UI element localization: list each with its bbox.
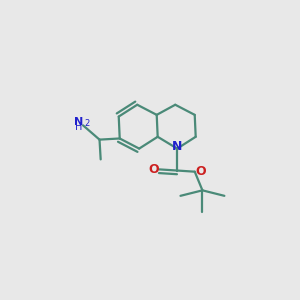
Text: 2: 2 bbox=[85, 119, 90, 128]
Text: O: O bbox=[148, 163, 159, 176]
Text: H: H bbox=[75, 122, 82, 131]
Text: O: O bbox=[195, 165, 206, 178]
Text: N: N bbox=[172, 140, 182, 153]
Text: N: N bbox=[74, 117, 83, 127]
